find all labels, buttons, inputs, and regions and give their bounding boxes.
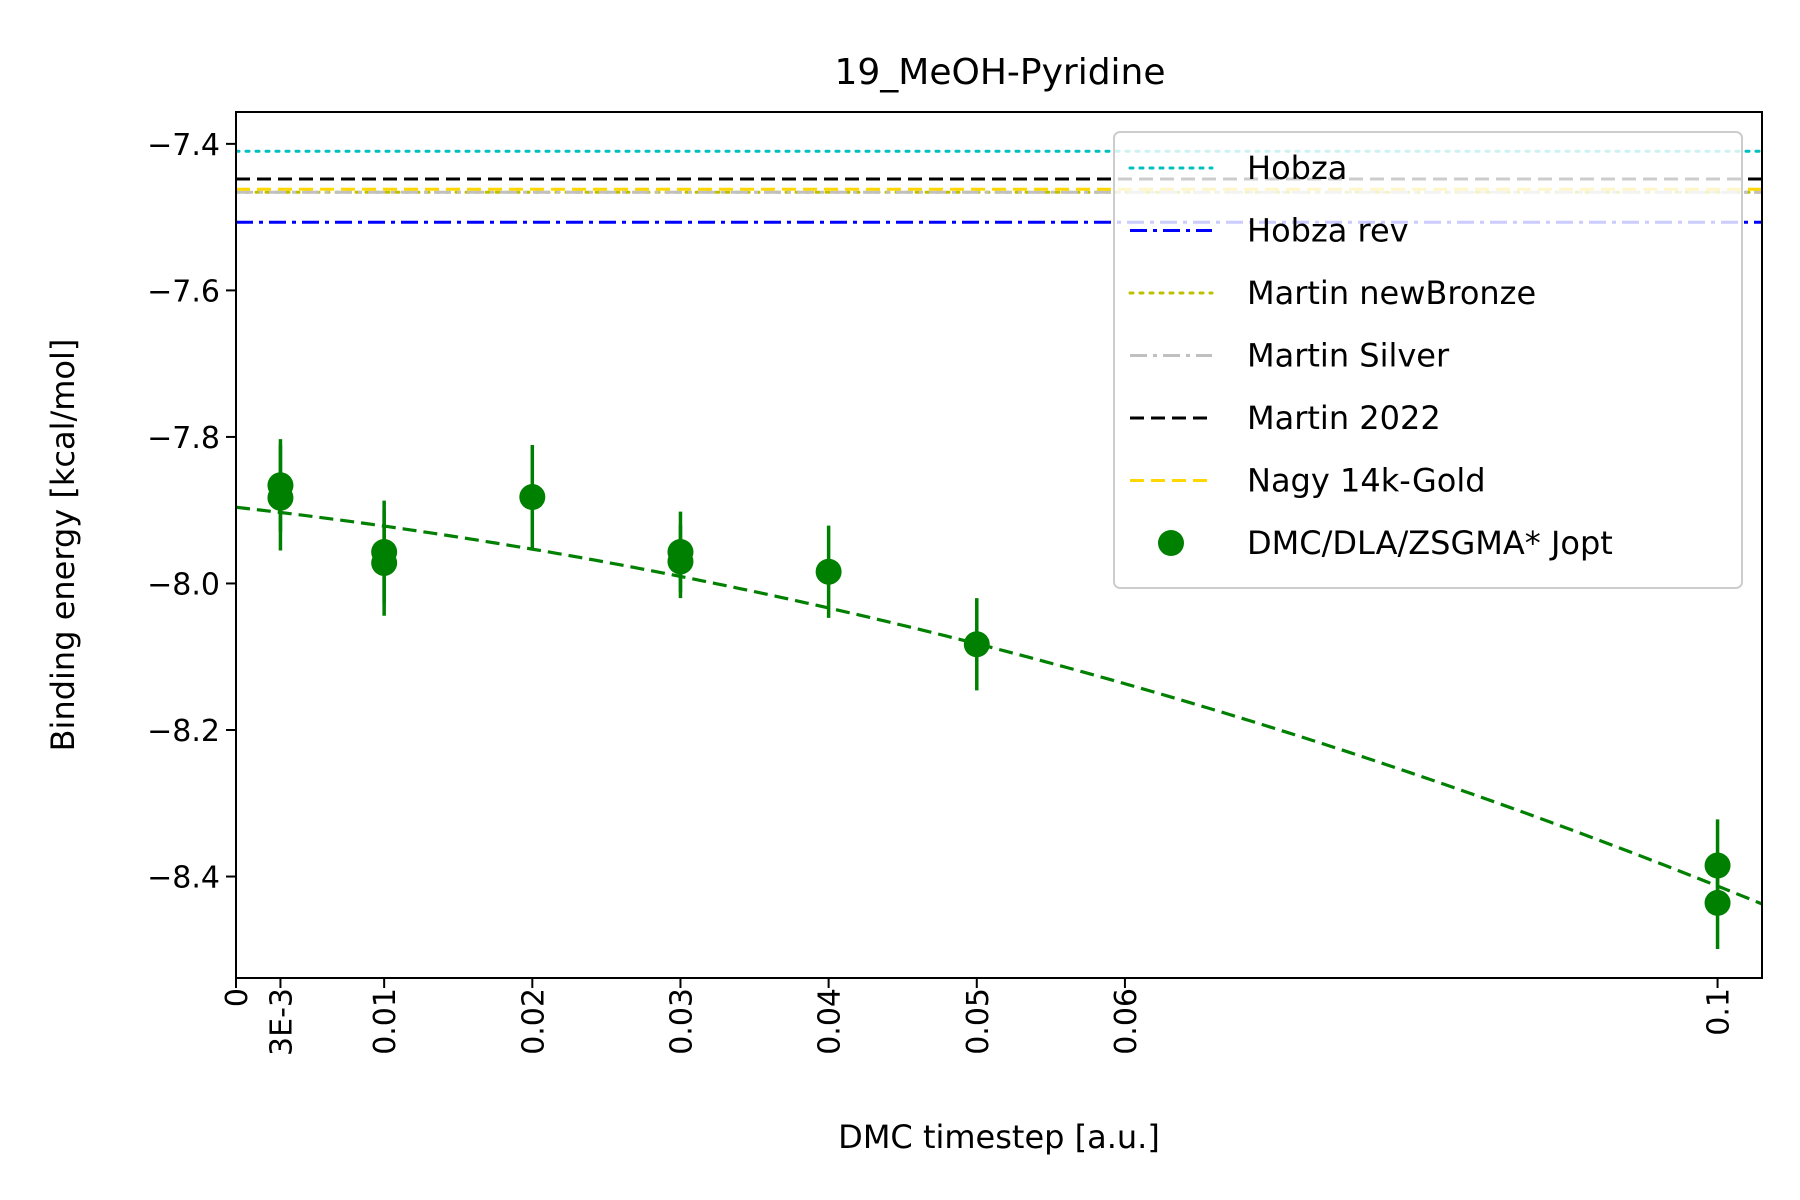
legend: Hobza Hobza rev Martin newBronze Martin Sil… [1113, 131, 1743, 589]
fit-layer [236, 505, 1762, 906]
x-tick-label-0-04: 0.04 [813, 988, 848, 1055]
fit-curve [236, 505, 1762, 906]
legend-entry-martin-silver: Martin Silver [1130, 337, 1450, 375]
legend-swatch-dmc-dla-zsgma-jopt [1158, 530, 1184, 556]
data-point-4 [519, 484, 546, 511]
legend-label-hobza: Hobza [1247, 149, 1347, 187]
y-tick-label-8-0: −8.0 [147, 567, 220, 602]
legend-box [1113, 131, 1743, 589]
legend-label-hobza-rev: Hobza rev [1247, 212, 1409, 250]
y-tick-label-8-4: −8.4 [147, 861, 220, 896]
legend-label-martin-newbronze: Martin newBronze [1247, 274, 1536, 312]
legend-entry-hobza-rev: Hobza rev [1130, 212, 1409, 250]
y-axis: −7.4 −7.6 −7.8 −8.0 −8.2 −8.4 [147, 128, 236, 896]
legend-entry-nagy-14k-gold: Nagy 14k-Gold [1130, 462, 1486, 500]
chart-title: 19_MeOH-Pyridine [834, 52, 1165, 93]
y-axis-label: Binding energy [kcal/mol] [44, 339, 82, 752]
legend-entry-martin-2022: Martin 2022 [1130, 399, 1441, 437]
x-tick-label-0: 0 [220, 988, 255, 1007]
data-point-3 [371, 549, 398, 576]
y-tick-label-7-8: −7.8 [147, 421, 220, 456]
legend-entry-dmc-dla-zsgma-jopt: DMC/DLA/ZSGMA* Jopt [1158, 524, 1613, 562]
data-point-6 [667, 548, 694, 575]
x-tick-label-0-06: 0.06 [1109, 988, 1144, 1055]
y-tick-label-8-2: −8.2 [147, 714, 220, 749]
plot-frame [235, 111, 1763, 979]
legend-label-nagy-14k-gold: Nagy 14k-Gold [1247, 462, 1486, 500]
y-tick-label-7-6: −7.6 [147, 274, 220, 309]
x-tick-label-0-05: 0.05 [961, 988, 996, 1055]
x-tick-label-0-03: 0.03 [664, 988, 699, 1055]
data-point-7 [815, 558, 842, 585]
legend-label-dmc-dla-zsgma-jopt: DMC/DLA/ZSGMA* Jopt [1247, 524, 1613, 562]
x-tick-label-3e-3: 3E-3 [264, 988, 299, 1056]
legend-entry-martin-newbronze: Martin newBronze [1128, 274, 1536, 312]
x-axis: 0 3E-3 0.01 0.02 0.03 0.04 0.05 0.06 0.1 [220, 978, 1737, 1056]
data-point-10 [1704, 889, 1731, 916]
x-tick-label-0-01: 0.01 [368, 988, 403, 1055]
data-point-8 [963, 631, 990, 658]
x-tick-label-0-1: 0.1 [1702, 988, 1737, 1036]
legend-entry-hobza: Hobza [1128, 149, 1347, 187]
data-point-1 [267, 484, 294, 511]
points-layer [267, 439, 1731, 950]
y-tick-label-7-4: −7.4 [147, 128, 220, 163]
x-axis-label: DMC timestep [a.u.] [838, 1118, 1160, 1156]
x-tick-label-0-02: 0.02 [516, 988, 551, 1055]
legend-label-martin-2022: Martin 2022 [1247, 399, 1441, 437]
legend-label-martin-silver: Martin Silver [1247, 337, 1450, 375]
